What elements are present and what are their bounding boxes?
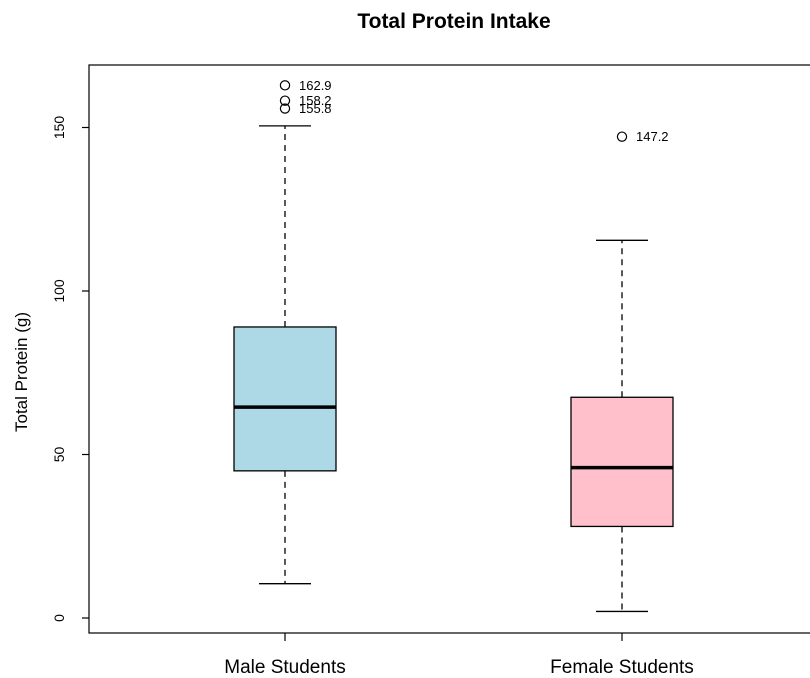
chart-title: Total Protein Intake — [357, 10, 550, 33]
outlier-label: 155.8 — [299, 101, 332, 116]
y-tick-label: 0 — [51, 614, 67, 622]
outlier-label: 162.9 — [299, 78, 332, 93]
y-axis-label: Total Protein (g) — [12, 312, 31, 432]
x-axis: Male Students Female Students — [224, 633, 694, 678]
outlier-label: 158.2 — [299, 93, 332, 108]
y-tick-label: 100 — [51, 279, 67, 303]
y-axis: 0 50 100 150 — [51, 116, 89, 622]
outlier-point — [279, 95, 291, 106]
outlier-point — [616, 131, 628, 142]
outlier-point — [279, 80, 291, 91]
x-tick-label: Female Students — [550, 657, 694, 678]
y-tick-label: 150 — [51, 116, 67, 140]
outlier-point — [279, 103, 291, 114]
outlier-label: 147.2 — [636, 129, 669, 144]
interquartile-box — [570, 396, 674, 528]
box-group: 147.2 — [570, 129, 674, 613]
x-tick-label: Male Students — [224, 657, 345, 678]
interquartile-box — [233, 326, 337, 472]
y-tick-label: 50 — [51, 447, 67, 463]
plot-frame — [88, 64, 810, 634]
